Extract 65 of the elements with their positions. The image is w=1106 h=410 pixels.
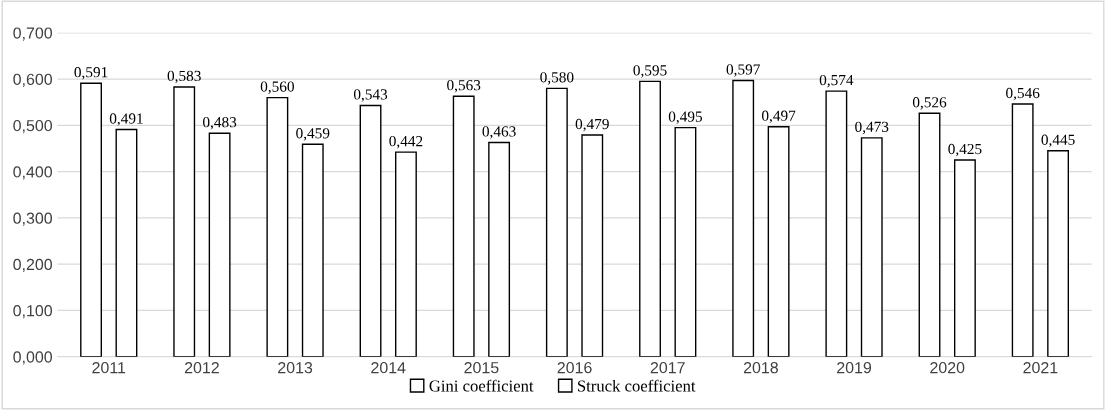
bar xyxy=(208,132,231,357)
legend-label: Struck coefficient xyxy=(578,379,696,392)
y-tick-label: 0,100 xyxy=(13,305,53,319)
data-label: 0,463 xyxy=(482,126,516,139)
bar xyxy=(1047,150,1070,357)
bar xyxy=(266,96,289,357)
bar xyxy=(80,82,102,357)
bar xyxy=(767,126,790,357)
y-tick-label: 0,300 xyxy=(13,212,53,226)
bar xyxy=(359,104,382,357)
y-tick-label: 0,000 xyxy=(13,351,53,365)
data-label: 0,459 xyxy=(296,128,330,141)
y-tick-label: 0,400 xyxy=(13,166,53,180)
bar xyxy=(918,112,941,357)
x-tick-label: 2015 xyxy=(464,361,499,374)
data-label: 0,595 xyxy=(633,65,667,78)
legend-label: Gini coefficient xyxy=(429,379,534,392)
data-label: 0,597 xyxy=(726,64,760,77)
bar xyxy=(953,159,976,357)
x-tick-label: 2019 xyxy=(837,361,872,374)
bar xyxy=(394,151,417,357)
x-tick-label: 2020 xyxy=(930,361,965,374)
bar xyxy=(301,143,324,357)
bar xyxy=(825,90,848,357)
y-tick-label: 0,700 xyxy=(13,27,53,41)
bar xyxy=(488,141,511,357)
x-tick-label: 2011 xyxy=(92,361,126,374)
x-tick-label: 2021 xyxy=(1023,361,1058,374)
data-label: 0,491 xyxy=(109,113,143,126)
bar xyxy=(452,95,475,357)
bar xyxy=(1011,103,1034,357)
x-tick-label: 2013 xyxy=(278,361,313,374)
y-tick-label: 0,200 xyxy=(13,258,53,272)
data-label: 0,442 xyxy=(389,135,423,149)
data-label: 0,425 xyxy=(948,143,982,157)
x-tick-label: 2017 xyxy=(650,361,685,374)
data-label: 0,543 xyxy=(353,89,388,102)
bar xyxy=(115,128,138,357)
data-label: 0,495 xyxy=(668,111,703,124)
data-label: 0,560 xyxy=(260,81,294,94)
data-label: 0,526 xyxy=(912,97,947,110)
data-label: 0,563 xyxy=(447,80,481,93)
x-tick-label: 2016 xyxy=(557,361,592,374)
y-tick-label: 0,500 xyxy=(13,119,53,134)
data-label: 0,591 xyxy=(74,67,108,80)
data-label: 0,497 xyxy=(761,110,796,124)
data-label: 0,574 xyxy=(819,74,854,88)
x-tick-label: 2018 xyxy=(743,361,778,374)
bar xyxy=(173,86,196,357)
data-label: 0,479 xyxy=(575,118,609,132)
y-tick-label: 0,600 xyxy=(13,73,53,87)
bar xyxy=(732,79,755,357)
bar xyxy=(860,137,883,357)
x-tick-label: 2014 xyxy=(371,361,406,374)
x-tick-label: 2012 xyxy=(184,361,219,374)
bar xyxy=(674,126,697,357)
bar xyxy=(639,80,661,357)
data-label: 0,445 xyxy=(1041,134,1075,148)
data-label: 0,583 xyxy=(167,70,201,84)
data-label: 0,473 xyxy=(855,121,889,135)
data-label: 0,483 xyxy=(203,117,237,130)
bar xyxy=(545,87,568,357)
data-label: 0,580 xyxy=(540,72,574,85)
data-label: 0,546 xyxy=(1006,87,1040,101)
bar xyxy=(581,134,604,357)
